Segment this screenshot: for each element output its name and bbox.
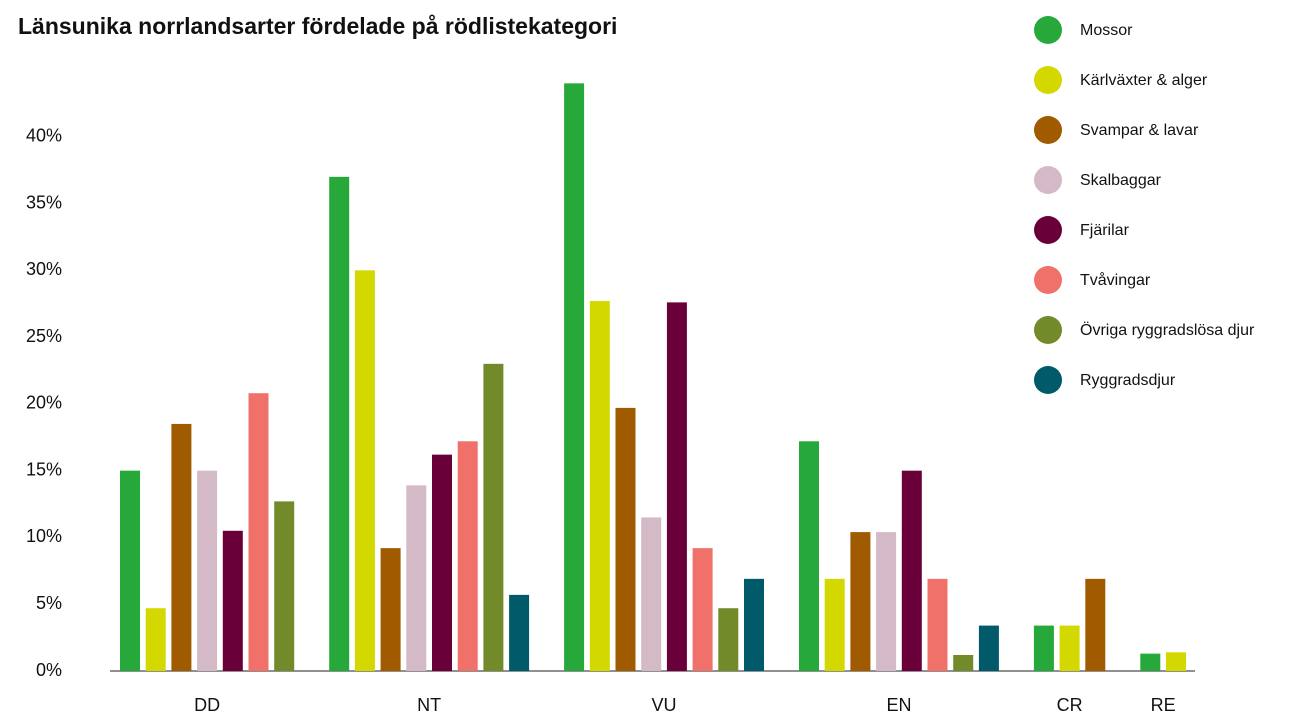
- x-tick-label: RE: [1151, 695, 1176, 715]
- bar: [692, 548, 713, 671]
- y-tick-label: 5%: [36, 593, 62, 613]
- y-tick-label: 15%: [26, 459, 62, 479]
- x-tick-label: NT: [417, 695, 441, 715]
- x-tick-label: DD: [194, 695, 220, 715]
- bar: [354, 270, 375, 671]
- legend-label: Ryggradsdjur: [1080, 372, 1176, 389]
- legend-swatch: [1034, 166, 1062, 194]
- bar: [927, 578, 948, 671]
- x-tick-label: VU: [652, 695, 677, 715]
- legend-swatch: [1034, 116, 1062, 144]
- y-tick-label: 30%: [26, 259, 62, 279]
- bar: [953, 654, 974, 671]
- bar: [329, 176, 350, 671]
- y-tick-label: 0%: [36, 660, 62, 680]
- bar: [589, 301, 610, 671]
- legend-swatch: [1034, 316, 1062, 344]
- legend-label: Svampar & lavar: [1080, 122, 1199, 139]
- bar: [564, 83, 585, 672]
- bar: [483, 363, 504, 671]
- legend-swatch: [1034, 366, 1062, 394]
- bar: [1140, 653, 1161, 671]
- bar: [718, 608, 739, 671]
- x-tick-label: CR: [1057, 695, 1083, 715]
- bar: [641, 517, 662, 671]
- bar: [457, 441, 478, 671]
- legend-label: Skalbaggar: [1080, 172, 1162, 189]
- x-tick-label: EN: [886, 695, 911, 715]
- bar: [666, 302, 687, 671]
- bar: [120, 470, 140, 671]
- bar: [171, 423, 192, 671]
- bar: [978, 625, 999, 671]
- bar: [824, 578, 845, 671]
- bar: [799, 441, 819, 671]
- legend-label: Mossor: [1080, 22, 1133, 39]
- bar: [1033, 625, 1054, 671]
- legend-label: Övriga ryggradslösa djur: [1080, 321, 1255, 339]
- bar: [197, 470, 218, 671]
- bar: [432, 454, 452, 671]
- legend-swatch: [1034, 16, 1062, 44]
- legend-swatch: [1034, 266, 1062, 294]
- legend-label: Tvåvingar: [1080, 271, 1151, 289]
- bar: [615, 407, 636, 671]
- bar: [1166, 652, 1186, 671]
- y-tick-label: 20%: [26, 393, 62, 413]
- bar: [1085, 578, 1106, 671]
- bar: [850, 532, 871, 671]
- y-tick-label: 35%: [26, 192, 62, 212]
- legend-label: Fjärilar: [1080, 222, 1130, 239]
- bar: [248, 393, 269, 671]
- bar: [509, 594, 530, 671]
- bar: [1059, 625, 1080, 671]
- bar: [145, 608, 166, 671]
- y-tick-label: 10%: [26, 526, 62, 546]
- legend-swatch: [1034, 66, 1062, 94]
- bar: [744, 578, 764, 671]
- bar: [380, 548, 401, 671]
- chart-title: Länsunika norrlandsarter fördelade på rö…: [18, 13, 617, 39]
- bar: [274, 501, 295, 671]
- bar: [901, 470, 922, 671]
- legend-label: Kärlväxter & alger: [1080, 72, 1208, 89]
- bar: [222, 530, 243, 671]
- bar: [406, 485, 427, 671]
- legend-swatch: [1034, 216, 1062, 244]
- bar: [876, 532, 897, 671]
- y-tick-label: 25%: [26, 326, 62, 346]
- y-tick-label: 40%: [26, 126, 62, 146]
